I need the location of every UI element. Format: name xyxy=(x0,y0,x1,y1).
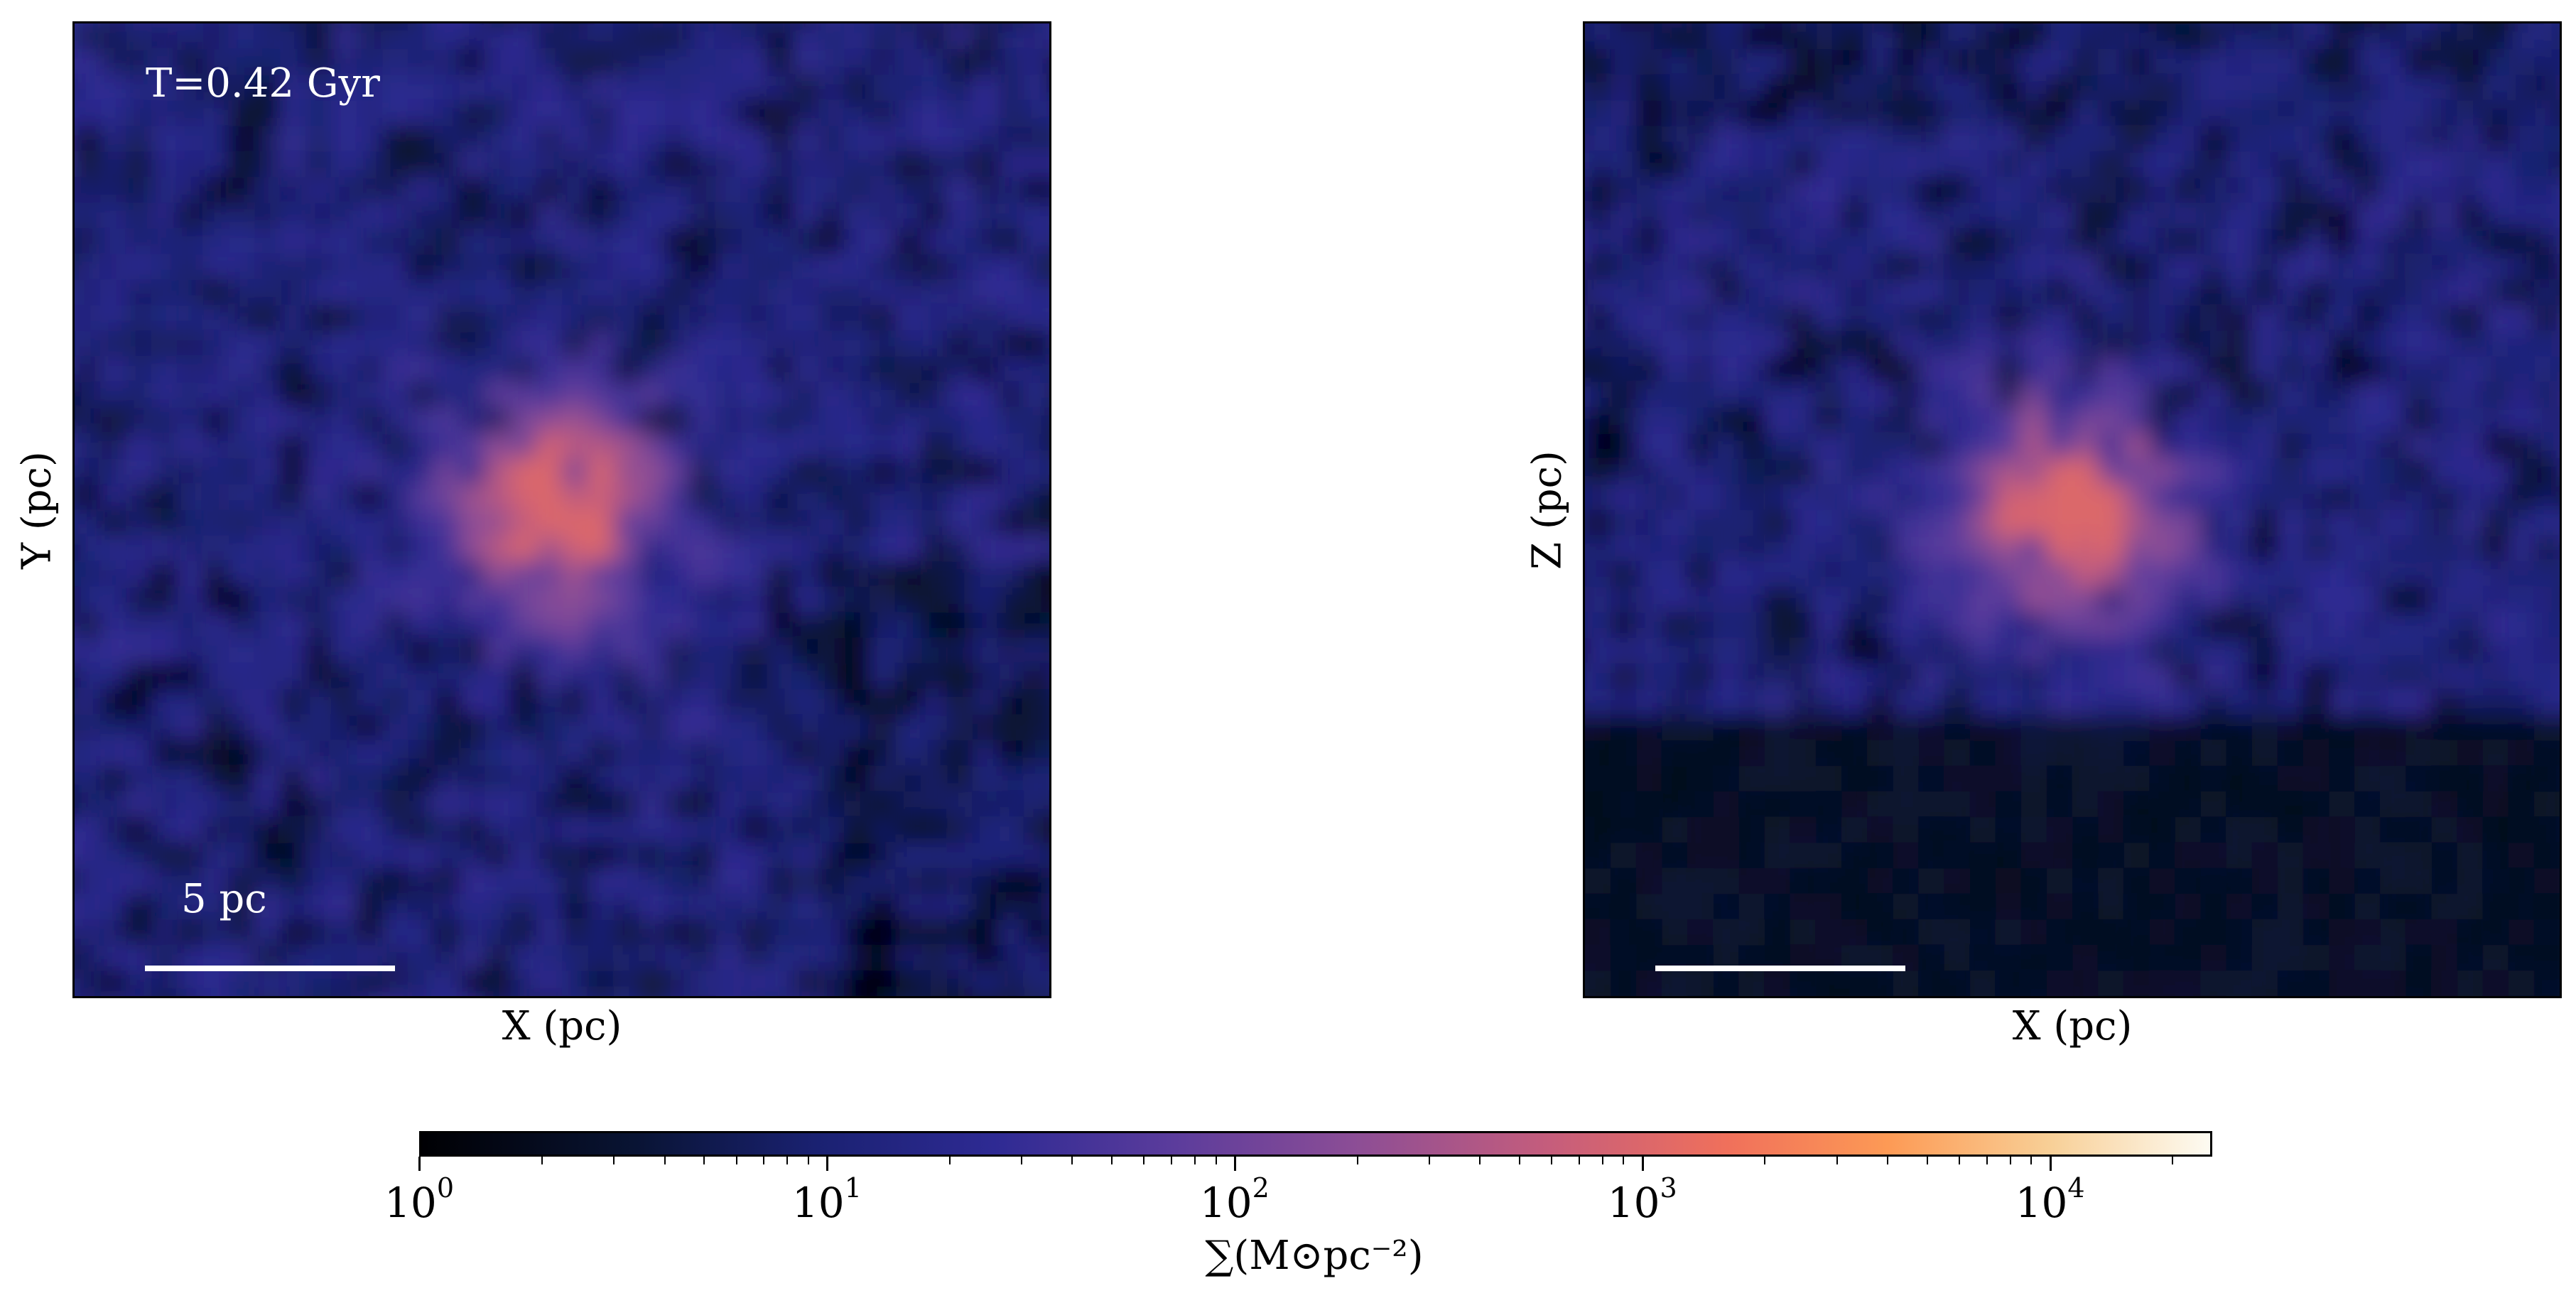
colorbar-minor-tick xyxy=(1194,1157,1196,1164)
colorbar-minor-tick xyxy=(1215,1157,1217,1164)
tick-base: 10 xyxy=(384,1179,437,1227)
colorbar-minor-tick xyxy=(1602,1157,1604,1164)
right-y-axis-label: Z (pc) xyxy=(1524,450,1571,570)
colorbar-minor-tick xyxy=(2172,1157,2174,1164)
tick-base: 10 xyxy=(1607,1179,1660,1227)
colorbar-tick-label: 102 xyxy=(1200,1172,1270,1227)
colorbar-minor-tick xyxy=(1986,1157,1988,1164)
colorbar-minor-tick xyxy=(1428,1157,1430,1164)
colorbar-major-tick xyxy=(826,1157,828,1171)
colorbar-minor-tick xyxy=(1518,1157,1520,1164)
tick-exponent: 2 xyxy=(1252,1172,1270,1204)
tick-base: 10 xyxy=(2015,1179,2068,1227)
colorbar-minor-tick xyxy=(1111,1157,1113,1164)
tick-base: 10 xyxy=(791,1179,845,1227)
colorbar-minor-tick xyxy=(948,1157,951,1164)
colorbar-minor-tick xyxy=(807,1157,809,1164)
colorbar-minor-tick xyxy=(1551,1157,1553,1164)
tick-exponent: 3 xyxy=(1660,1172,1677,1204)
colorbar-minor-tick xyxy=(1143,1157,1145,1164)
colorbar-tick-label: 104 xyxy=(2015,1172,2085,1227)
time-annotation: T=0.42 Gyr xyxy=(146,60,380,107)
colorbar-minor-tick xyxy=(2030,1157,2033,1164)
colorbar-minor-tick xyxy=(763,1157,764,1164)
colorbar-minor-tick xyxy=(735,1157,737,1164)
xy-density-image xyxy=(75,23,1049,996)
colorbar-minor-tick xyxy=(1071,1157,1073,1164)
colorbar-minor-tick xyxy=(664,1157,666,1164)
xz-density-map xyxy=(1583,21,2562,998)
colorbar-minor-tick xyxy=(1623,1157,1625,1164)
colorbar-tick-label: 100 xyxy=(384,1172,454,1227)
colorbar-minor-tick xyxy=(2010,1157,2011,1164)
colorbar-label: ∑(M⊙pc⁻²) xyxy=(1205,1233,1424,1279)
left-x-axis-label: X (pc) xyxy=(502,1003,622,1049)
colorbar-minor-tick xyxy=(1836,1157,1838,1164)
density-cells xyxy=(75,23,1049,996)
colorbar-major-tick xyxy=(2049,1157,2052,1171)
tick-exponent: 1 xyxy=(844,1172,862,1204)
tick-exponent: 0 xyxy=(436,1172,454,1204)
xy-density-map: T=0.42 Gyr 5 pc xyxy=(72,21,1051,998)
colorbar-major-tick xyxy=(1233,1157,1236,1171)
tick-base: 10 xyxy=(1199,1179,1252,1227)
colorbar-major-tick xyxy=(418,1157,421,1171)
colorbar-minor-tick xyxy=(703,1157,705,1164)
tick-exponent: 4 xyxy=(2067,1172,2085,1204)
colorbar-tick-label: 101 xyxy=(792,1172,862,1227)
colorbar-minor-tick xyxy=(1578,1157,1580,1164)
colorbar-minor-tick xyxy=(1170,1157,1172,1164)
colorbar-minor-tick xyxy=(1926,1157,1928,1164)
colorbar-minor-tick xyxy=(1479,1157,1481,1164)
left-y-axis-label: Y (pc) xyxy=(13,451,60,569)
colorbar-minor-tick xyxy=(1764,1157,1766,1164)
colorbar-minor-tick xyxy=(612,1157,615,1164)
colorbar-minor-tick xyxy=(1356,1157,1358,1164)
scale-bar-label: 5 pc xyxy=(181,876,267,922)
colorbar-tick-label: 103 xyxy=(1608,1172,1677,1227)
colorbar xyxy=(419,1131,2212,1157)
xz-density-image xyxy=(1585,23,2560,996)
scale-bar xyxy=(145,966,395,971)
colorbar-minor-tick xyxy=(1959,1157,1961,1164)
colorbar-minor-tick xyxy=(541,1157,543,1164)
scale-bar xyxy=(1655,966,1905,971)
colorbar-major-tick xyxy=(1641,1157,1644,1171)
colorbar-minor-tick xyxy=(1020,1157,1022,1164)
colorbar-minor-tick xyxy=(1887,1157,1889,1164)
right-x-axis-label: X (pc) xyxy=(2012,1003,2133,1049)
density-cells xyxy=(1585,23,2560,996)
colorbar-minor-tick xyxy=(786,1157,789,1164)
